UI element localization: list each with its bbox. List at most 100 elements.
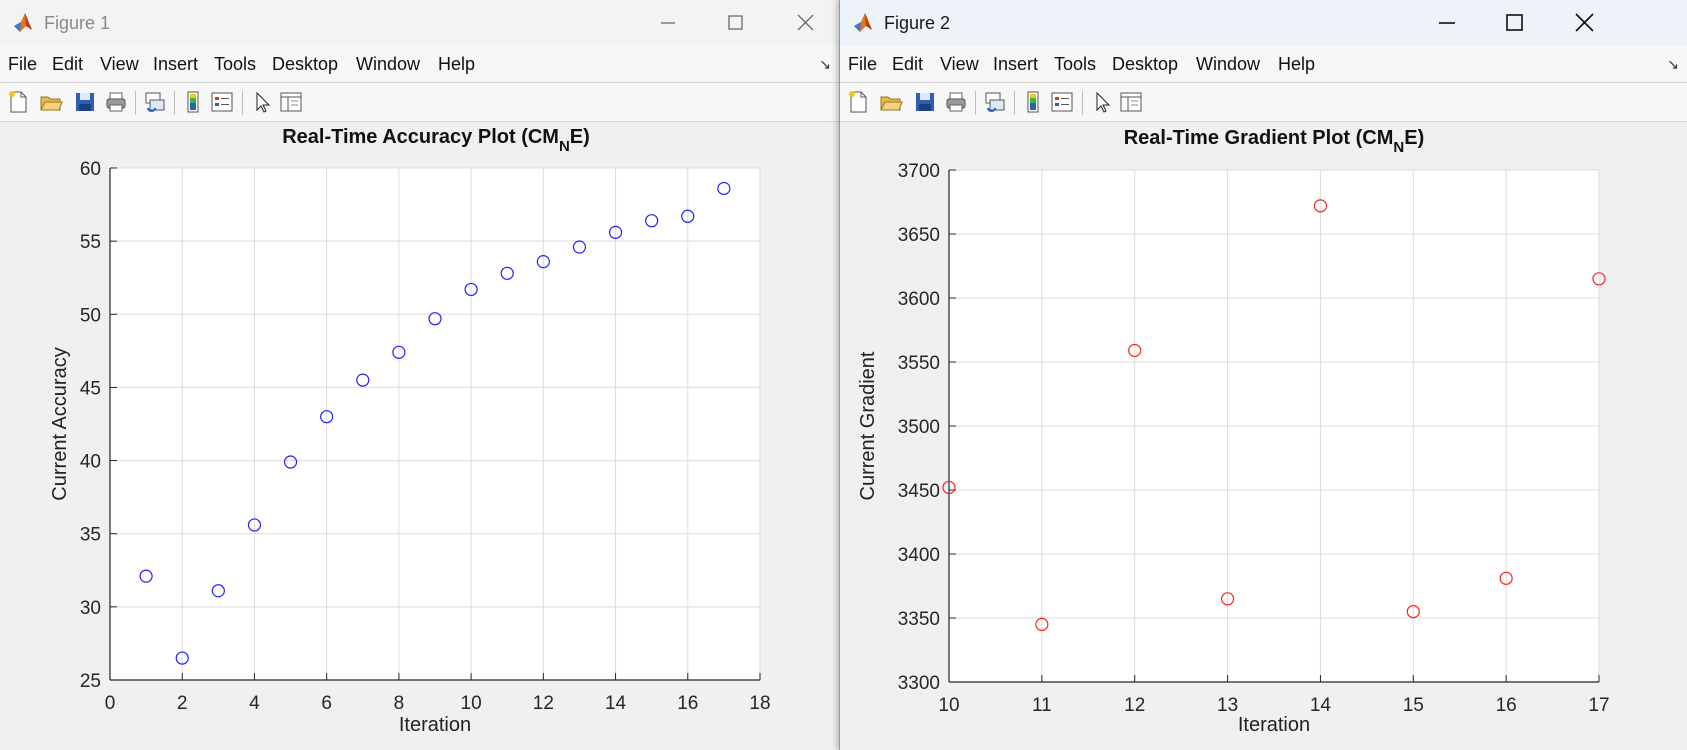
menu-edit[interactable]: Edit: [892, 54, 924, 74]
y-tick-label: 3550: [898, 353, 940, 374]
menu-help[interactable]: Help: [1278, 54, 1316, 74]
y-tick-label: 3400: [898, 545, 940, 566]
y-tick-label: 50: [80, 305, 101, 326]
x-tick-label: 18: [749, 693, 770, 714]
dock-arrow-icon[interactable]: ↘: [819, 56, 831, 72]
title-bar[interactable]: Figure 1: [0, 0, 839, 46]
data-point: [536, 255, 550, 269]
x-tick-label: 6: [321, 693, 332, 714]
menu-view[interactable]: View: [100, 54, 139, 74]
x-tick-label: 14: [605, 693, 627, 714]
data-point: [464, 282, 478, 297]
x-tick-label: 10: [938, 695, 959, 716]
menu-edit[interactable]: Edit: [52, 54, 84, 74]
x-tick-label: 8: [394, 693, 405, 714]
menu-window[interactable]: Window: [1196, 54, 1261, 74]
figure-toolbar: [840, 82, 1687, 122]
menu-file[interactable]: File: [8, 54, 38, 74]
link-plot-icon[interactable]: [983, 90, 1007, 114]
x-tick-label: 15: [1403, 695, 1424, 716]
colorbar-icon[interactable]: [1021, 90, 1045, 114]
x-tick-label: 17: [1588, 695, 1609, 716]
data-point: [428, 312, 442, 326]
open-file-icon[interactable]: [39, 90, 63, 114]
data-point: [645, 214, 659, 228]
property-inspector-icon[interactable]: [1119, 90, 1143, 114]
close-icon[interactable]: [775, 6, 835, 40]
y-tick-label: 3700: [898, 161, 940, 182]
data-point: [175, 651, 189, 665]
data-point: [392, 345, 406, 359]
menu-desktop[interactable]: Desktop: [272, 54, 339, 74]
accuracy-scatter-chart[interactable]: Real-Time Accuracy Plot (CMNE) 0 2 4 6 8 10 12…: [0, 120, 839, 750]
data-point: [608, 225, 623, 239]
y-tick-label: 55: [80, 232, 101, 253]
x-axis-label: Iteration: [1238, 714, 1310, 736]
property-inspector-icon[interactable]: [279, 90, 303, 114]
menu-tools[interactable]: Tools: [1054, 54, 1097, 74]
y-tick-label: 3350: [898, 609, 940, 630]
menu-bar: File Edit View Insert Tools Desktop Wind…: [840, 46, 1687, 82]
x-axis-label: Iteration: [399, 714, 471, 736]
menu-desktop[interactable]: Desktop: [1112, 54, 1179, 74]
legend-icon[interactable]: [210, 90, 234, 114]
edit-plot-cursor-icon[interactable]: [250, 90, 274, 114]
matlab-logo-icon: [854, 13, 872, 32]
x-tick-label: 0: [105, 693, 116, 714]
gradient-scatter-chart[interactable]: Real-Time Gradient Plot (CMNE) 10 11 12 13 1…: [840, 120, 1686, 750]
x-tick-label: 11: [1032, 695, 1052, 716]
minimize-icon[interactable]: [637, 6, 697, 40]
y-tick-label: 40: [80, 452, 101, 473]
colorbar-icon[interactable]: [181, 90, 205, 114]
data-point: [1220, 592, 1235, 606]
data-point: [356, 373, 370, 387]
x-tick-label: 10: [461, 693, 482, 714]
data-point: [500, 266, 514, 280]
save-icon[interactable]: [73, 90, 97, 114]
data-point: [572, 240, 587, 254]
link-plot-icon[interactable]: [143, 90, 167, 114]
menu-insert[interactable]: Insert: [993, 54, 1039, 74]
figure-toolbar: [0, 82, 839, 122]
close-icon[interactable]: [1554, 6, 1614, 40]
x-tick-label: 2: [177, 693, 188, 714]
toolbar-separator: [242, 91, 243, 115]
figure-window-1: Figure 1 File Edit View Insert Tools Des…: [0, 0, 840, 750]
save-icon[interactable]: [913, 90, 937, 114]
x-tick-label: 16: [1496, 695, 1517, 716]
legend-icon[interactable]: [1050, 90, 1074, 114]
y-tick-label: 3300: [898, 673, 940, 694]
menu-help[interactable]: Help: [438, 54, 476, 74]
axes-background: [110, 168, 760, 680]
toolbar-separator: [975, 91, 976, 115]
chart-title: Real-Time Gradient Plot (CMNE): [1124, 127, 1425, 156]
maximize-icon[interactable]: [1484, 6, 1544, 40]
y-axis-label: Current Accuracy: [49, 347, 71, 500]
print-icon[interactable]: [944, 90, 968, 114]
menu-insert[interactable]: Insert: [153, 54, 199, 74]
menu-tools[interactable]: Tools: [214, 54, 257, 74]
print-icon[interactable]: [104, 90, 128, 114]
data-point: [247, 518, 262, 532]
toolbar-separator: [174, 91, 175, 115]
menu-file[interactable]: File: [848, 54, 878, 74]
plot-area: Real-Time Accuracy Plot (CMNE) 0 2 4 6 8 10 12…: [0, 120, 839, 750]
window-title: Figure 1: [44, 13, 111, 33]
dock-arrow-icon[interactable]: ↘: [1667, 56, 1679, 72]
data-point: [681, 209, 695, 223]
chart-title: Real-Time Accuracy Plot (CMNE): [282, 126, 590, 155]
data-point: [1499, 571, 1513, 585]
data-point: [283, 455, 298, 469]
title-bar[interactable]: Figure 2: [840, 0, 1687, 46]
open-file-icon[interactable]: [879, 90, 903, 114]
toolbar-separator: [1014, 91, 1015, 115]
maximize-icon[interactable]: [705, 6, 765, 40]
minimize-icon[interactable]: [1416, 6, 1476, 40]
new-figure-icon[interactable]: [6, 90, 30, 114]
edit-plot-cursor-icon[interactable]: [1090, 90, 1114, 114]
data-point: [942, 480, 956, 495]
new-figure-icon[interactable]: [846, 90, 870, 114]
menu-window[interactable]: Window: [356, 54, 421, 74]
menu-view[interactable]: View: [940, 54, 979, 74]
data-point: [1035, 617, 1049, 631]
